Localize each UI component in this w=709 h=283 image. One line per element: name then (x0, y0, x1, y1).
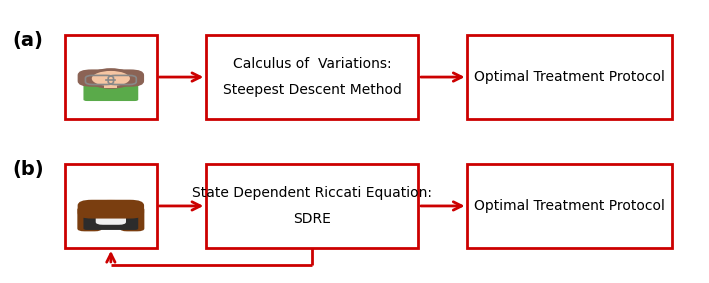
Circle shape (91, 71, 130, 86)
FancyBboxPatch shape (77, 207, 102, 231)
FancyBboxPatch shape (96, 212, 126, 225)
Text: Optimal Treatment Protocol: Optimal Treatment Protocol (474, 199, 665, 213)
FancyBboxPatch shape (65, 164, 157, 248)
FancyBboxPatch shape (467, 35, 672, 119)
FancyBboxPatch shape (467, 164, 672, 248)
FancyBboxPatch shape (206, 164, 418, 248)
FancyBboxPatch shape (104, 82, 118, 87)
Circle shape (91, 200, 130, 215)
FancyBboxPatch shape (65, 35, 157, 119)
Text: Calculus of  Variations:: Calculus of Variations: (233, 57, 391, 71)
Text: (a): (a) (12, 31, 43, 50)
Text: (b): (b) (12, 160, 44, 179)
Text: State Dependent Riccati Equation:: State Dependent Riccati Equation: (192, 186, 432, 200)
FancyBboxPatch shape (120, 207, 145, 231)
FancyBboxPatch shape (84, 81, 138, 101)
Text: SDRE: SDRE (294, 212, 331, 226)
Text: Optimal Treatment Protocol: Optimal Treatment Protocol (474, 70, 665, 84)
FancyBboxPatch shape (206, 35, 418, 119)
Text: Steepest Descent Method: Steepest Descent Method (223, 83, 401, 97)
FancyBboxPatch shape (105, 212, 117, 216)
FancyBboxPatch shape (77, 69, 144, 87)
FancyBboxPatch shape (84, 210, 138, 230)
FancyBboxPatch shape (77, 200, 144, 218)
